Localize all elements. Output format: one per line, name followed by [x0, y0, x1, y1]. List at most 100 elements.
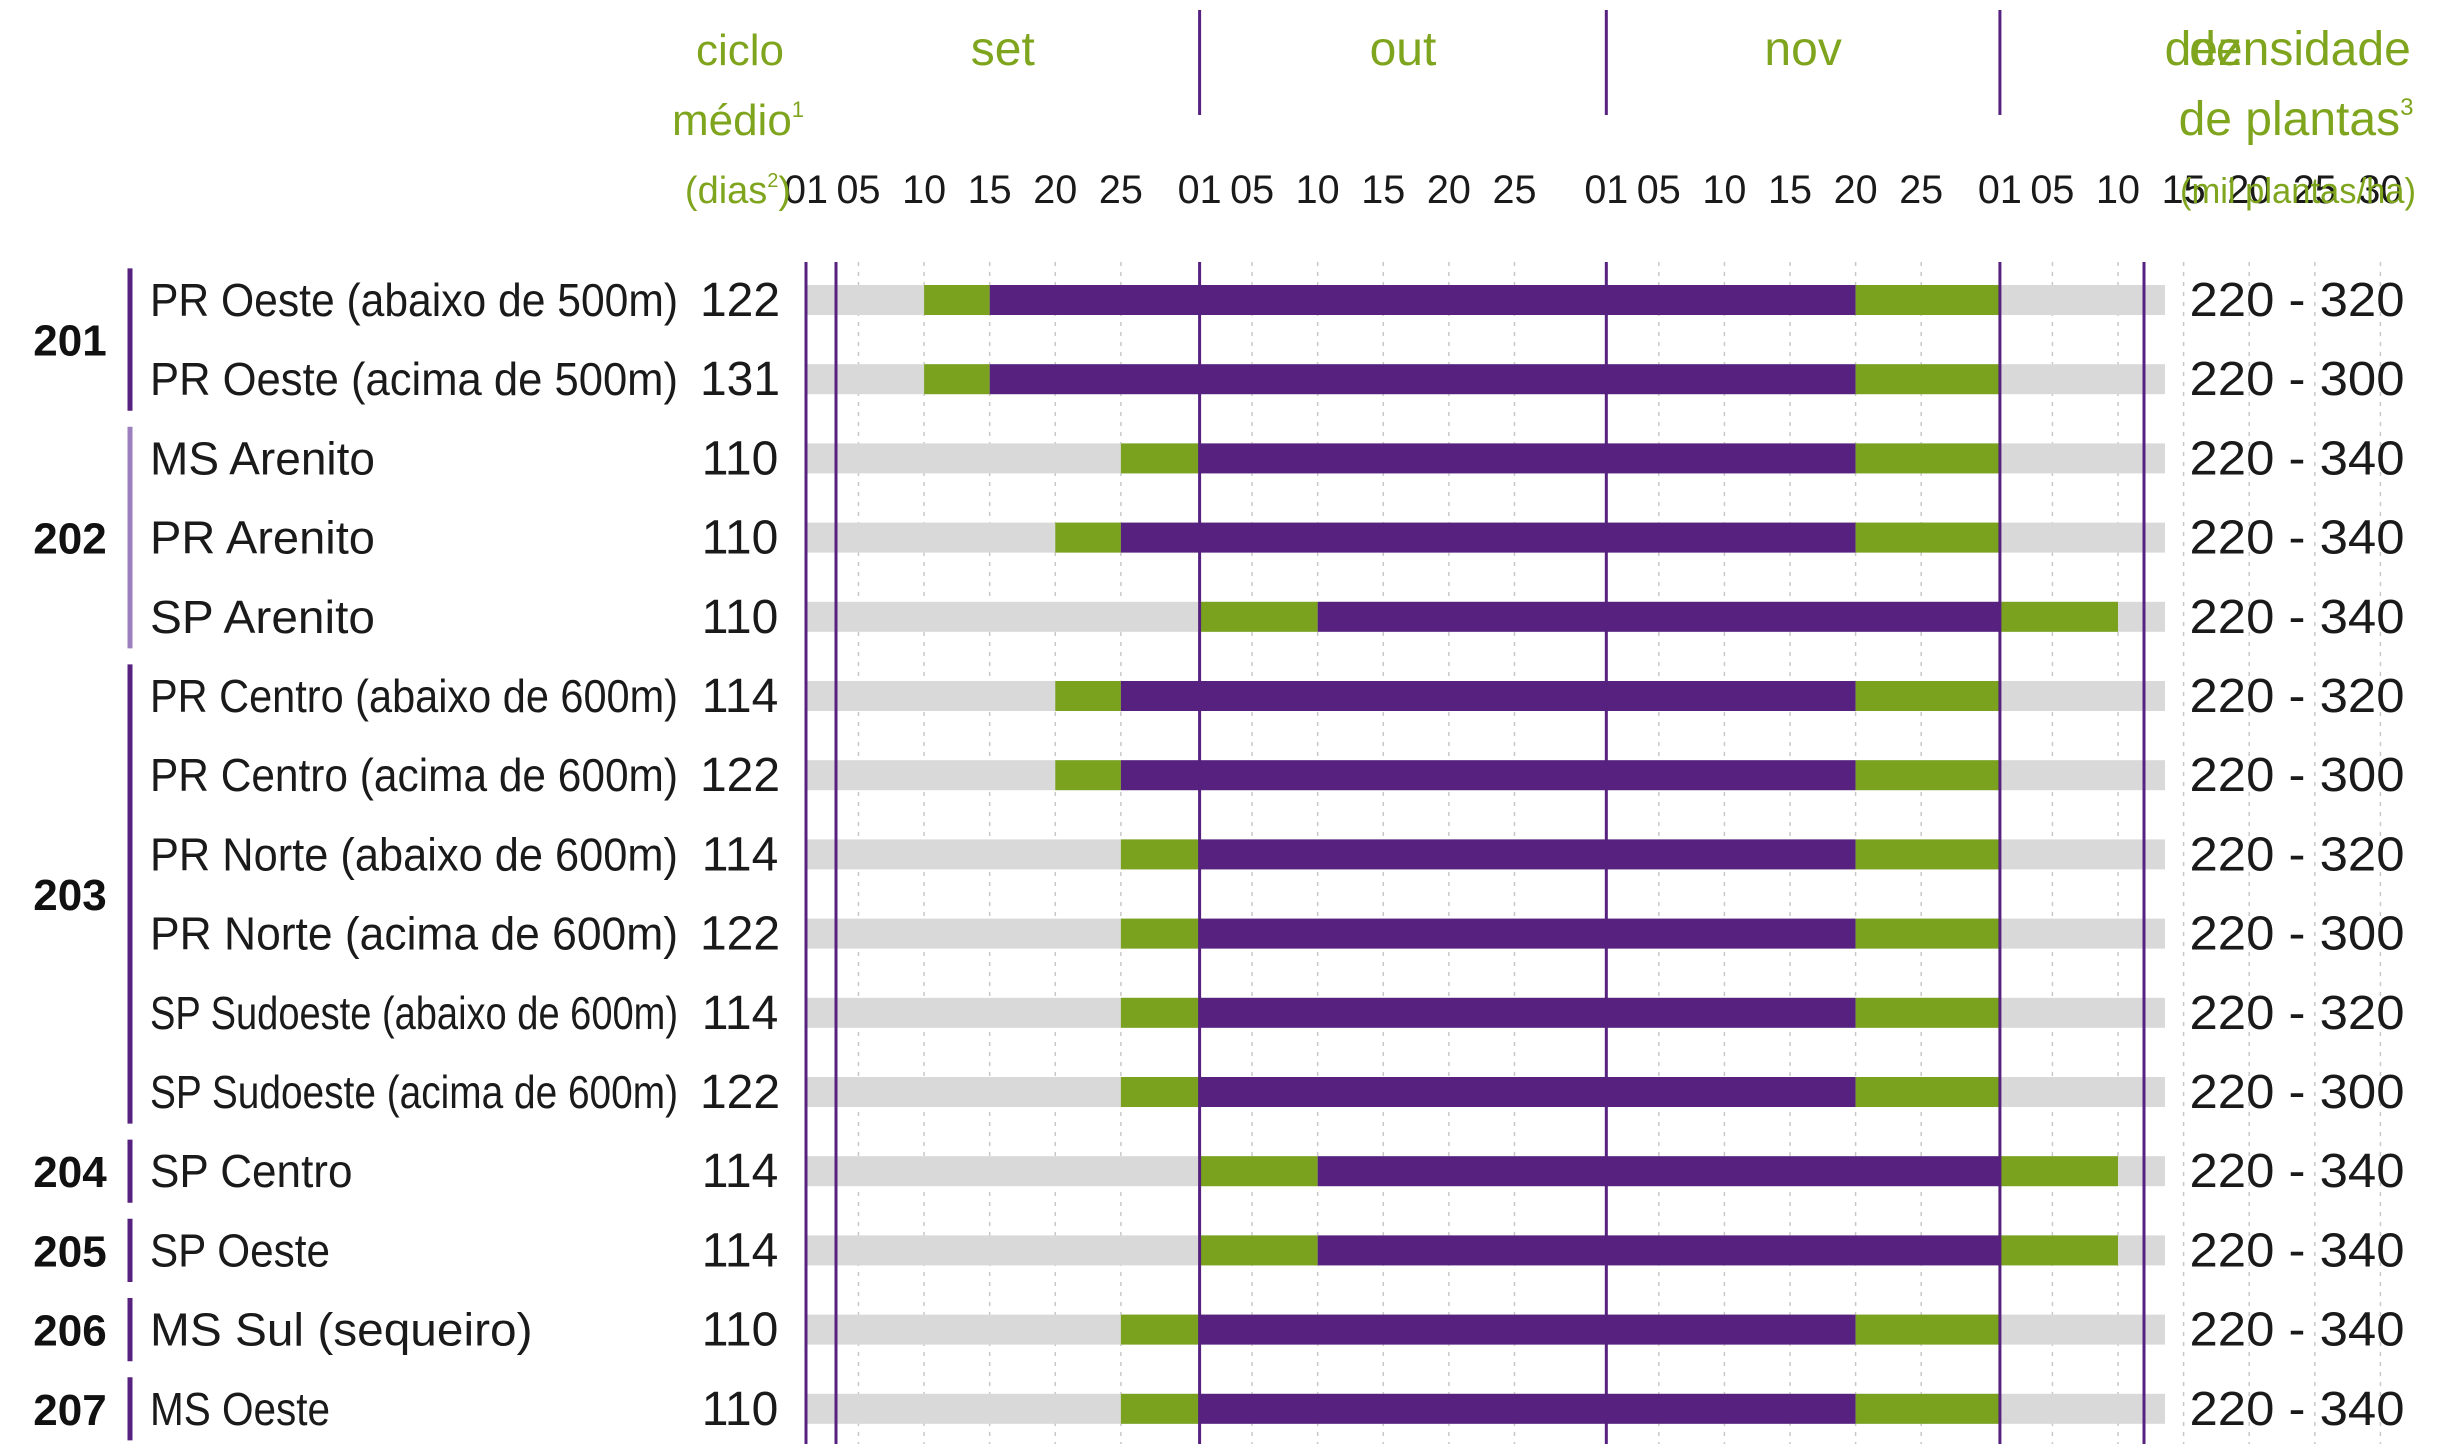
- density-value: 220 - 300: [2190, 749, 2405, 802]
- bar-recommended: [1199, 443, 1856, 474]
- density-value: 220 - 340: [2190, 591, 2405, 644]
- bar-tolerated-late: [1855, 364, 2000, 395]
- density-value: 220 - 300: [2190, 908, 2405, 961]
- bar-tolerated-early: [1120, 443, 1200, 474]
- density-value: 220 - 320: [2190, 987, 2405, 1040]
- bar-recommended: [989, 285, 1856, 315]
- bar-recommended: [1317, 1156, 2000, 1187]
- bar-recommended: [1317, 1235, 2000, 1266]
- region-label: MS Oeste: [150, 1383, 330, 1435]
- month-label: dez: [2165, 23, 2242, 76]
- bars: [806, 285, 2165, 1424]
- ciclo-header-line1: ciclo: [696, 26, 784, 75]
- bar-tolerated-late: [1855, 1393, 2000, 1424]
- region-label: SP Sudoeste (abaixo de 600m): [150, 987, 678, 1039]
- day-tick-label: 01: [784, 168, 828, 212]
- region-label: PR Oeste (acima de 500m): [150, 353, 678, 405]
- cycle-value: 122: [700, 749, 780, 802]
- bar-tolerated-late: [1855, 1314, 2000, 1345]
- density-value: 220 - 340: [2190, 1145, 2405, 1198]
- region-label: PR Oeste (abaixo de 500m): [150, 274, 678, 326]
- day-tick-label: 25: [2293, 168, 2337, 212]
- bar-recommended: [1199, 997, 1856, 1028]
- bar-recommended: [989, 364, 1856, 395]
- bar-tolerated-early: [1120, 1077, 1200, 1107]
- region-label: MS Arenito: [150, 432, 375, 484]
- region-label: PR Norte (acima de 600m): [150, 908, 678, 960]
- bar-tolerated-early: [1055, 760, 1121, 791]
- day-tick-label: 25: [1099, 168, 1143, 212]
- day-tick-label: 05: [1637, 168, 1681, 212]
- day-tick-label: 01: [1978, 168, 2022, 212]
- density-value: 220 - 340: [2190, 1383, 2405, 1436]
- group-id: 207: [33, 1386, 106, 1435]
- density-value: 220 - 300: [2190, 1066, 2405, 1119]
- bar-tolerated-early: [1120, 839, 1200, 870]
- cycle-value: 122: [700, 274, 780, 327]
- cycle-value: 122: [700, 1066, 780, 1119]
- day-tick-label: 05: [2030, 168, 2074, 212]
- month-label: set: [971, 23, 1035, 76]
- day-tick-label: 20: [2227, 168, 2271, 212]
- bar-recommended: [1120, 681, 1856, 711]
- bar-tolerated-late: [1855, 1077, 2000, 1107]
- region-label: PR Arenito: [150, 512, 375, 564]
- region-label: PR Centro (acima de 600m): [150, 749, 678, 801]
- cycle-value: 110: [702, 512, 779, 565]
- group-id: 202: [33, 515, 106, 564]
- bar-tolerated-late: [1855, 760, 2000, 791]
- region-label: SP Centro: [150, 1145, 353, 1197]
- bar-tolerated-early: [1120, 997, 1200, 1028]
- bar-tolerated-late: [1855, 839, 2000, 870]
- day-tick-label: 25: [1899, 168, 1943, 212]
- density-value: 220 - 320: [2190, 670, 2405, 723]
- day-tick-label: 10: [1702, 168, 1746, 212]
- density-header-line2: de plantas3: [2179, 93, 2414, 146]
- cycle-value: 114: [702, 828, 779, 881]
- day-tick-label: 20: [1033, 168, 1077, 212]
- day-tick-label: 20: [1834, 168, 1878, 212]
- month-lines: [804, 10, 2146, 1444]
- cycle-value: 114: [702, 1145, 779, 1198]
- day-tick-label: 25: [1492, 168, 1536, 212]
- bar-tolerated-early: [1199, 1235, 1318, 1266]
- cycle-value: 110: [702, 591, 779, 644]
- bar-recommended: [1199, 1314, 1856, 1345]
- bar-tolerated-early: [1199, 601, 1318, 632]
- cycle-value: 110: [702, 432, 779, 485]
- day-tick-label: 15: [1768, 168, 1812, 212]
- region-label: PR Norte (abaixo de 600m): [150, 828, 678, 880]
- region-label: SP Oeste: [150, 1224, 330, 1276]
- day-tick-label: 10: [1296, 168, 1340, 212]
- bar-tolerated-late: [1855, 997, 2000, 1028]
- day-tick-label: 15: [1361, 168, 1405, 212]
- region-label: PR Centro (abaixo de 600m): [150, 670, 678, 722]
- density-value: 220 - 340: [2190, 432, 2405, 485]
- ciclo-header-line3: (dias2): [685, 170, 791, 212]
- bar-tolerated-early: [924, 364, 990, 395]
- bar-tolerated-early: [1120, 918, 1200, 949]
- day-tick-label: 01: [1178, 168, 1222, 212]
- density-header-line1: densidade: [2189, 23, 2411, 76]
- day-tick-label: 30: [2358, 168, 2402, 212]
- bar-tolerated-early: [1055, 681, 1121, 711]
- density-value: 220 - 340: [2190, 1224, 2405, 1277]
- day-tick-label: 10: [2096, 168, 2140, 212]
- cycle-value: 110: [702, 1383, 779, 1436]
- bar-tolerated-late: [1855, 443, 2000, 474]
- bar-tolerated-late: [1999, 1156, 2118, 1187]
- group-id: 203: [33, 871, 106, 920]
- bar-tolerated-late: [1855, 918, 2000, 949]
- cycle-value: 114: [702, 987, 779, 1040]
- cycle-value: 114: [702, 1224, 779, 1277]
- day-tick-label: 20: [1427, 168, 1471, 212]
- bar-tolerated-early: [924, 285, 990, 315]
- bar-recommended: [1317, 601, 2000, 632]
- density-value: 220 - 320: [2190, 274, 2405, 327]
- region-label: MS Sul (sequeiro): [150, 1304, 533, 1356]
- month-label: out: [1370, 23, 1437, 76]
- group-id: 205: [33, 1227, 106, 1276]
- day-tick-label: 01: [1584, 168, 1628, 212]
- bar-recommended: [1199, 1393, 1856, 1424]
